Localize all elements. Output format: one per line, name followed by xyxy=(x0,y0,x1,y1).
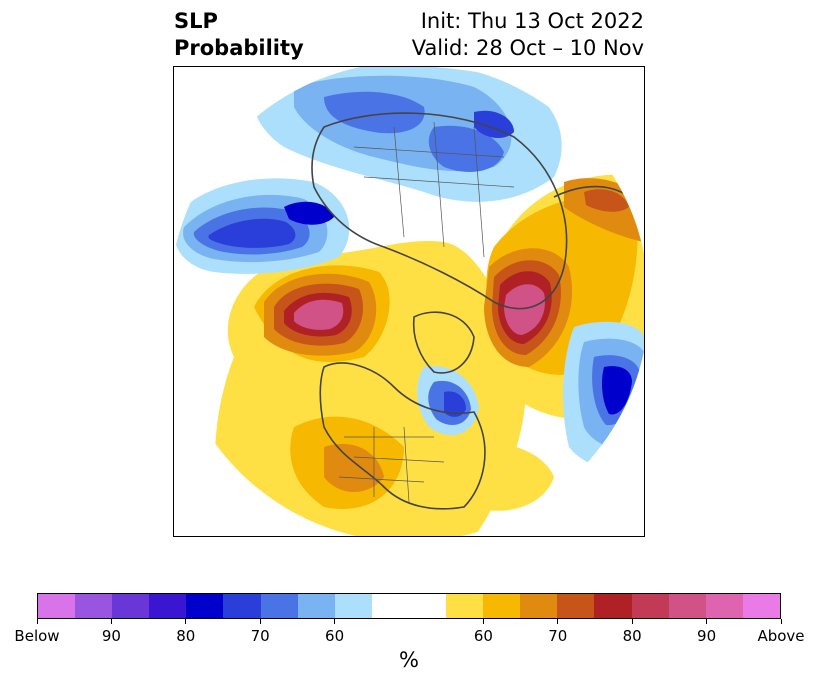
colorbar-swatch xyxy=(705,594,743,618)
colorbar-tick-label: 80 xyxy=(622,627,642,645)
colorbar-swatch xyxy=(520,594,558,618)
colorbar-tick xyxy=(110,619,112,624)
colorbar-tick xyxy=(334,619,336,624)
colorbar-tick-label: 90 xyxy=(697,627,717,645)
colorbar-swatch xyxy=(297,594,335,618)
colorbar-swatch xyxy=(260,594,298,618)
colorbar-swatch xyxy=(371,594,447,618)
colorbar-tick xyxy=(780,619,782,624)
colorbar-tick-label: 80 xyxy=(176,627,196,645)
colorbar-swatch xyxy=(668,594,706,618)
colorbar-tick-label: Below xyxy=(14,627,60,645)
colorbar-tick xyxy=(185,619,187,624)
init-date: Init: Thu 13 Oct 2022 xyxy=(420,9,644,33)
colorbar-tick xyxy=(482,619,484,624)
colorbar-tick xyxy=(36,619,38,624)
colorbar-tick-label: 60 xyxy=(325,627,345,645)
colorbar-swatch xyxy=(483,594,521,618)
title-left: SLP Probability xyxy=(174,8,304,62)
colorbar-tick xyxy=(557,619,559,624)
coast-eurasia xyxy=(311,112,568,310)
colorbar-swatch xyxy=(742,594,780,618)
valid-range: Valid: 28 Oct – 10 Nov xyxy=(411,36,644,60)
colorbar-swatch xyxy=(334,594,372,618)
colorbar-swatch xyxy=(38,594,76,618)
colorbar-tick xyxy=(631,619,633,624)
colorbar-swatch xyxy=(557,594,595,618)
colorbar-swatch xyxy=(223,594,261,618)
colorbar-tick-label: Above xyxy=(757,627,805,645)
colorbar-tick-label: 70 xyxy=(250,627,270,645)
colorbar-unit: % xyxy=(399,648,419,672)
map-panel xyxy=(173,66,645,537)
colorbar-swatch xyxy=(594,594,632,618)
colorbar-swatch xyxy=(631,594,669,618)
coast-greenland xyxy=(412,311,475,374)
title-right: Init: Thu 13 Oct 2022 Valid: 28 Oct – 10… xyxy=(412,8,644,62)
above-region-atlantic xyxy=(474,443,554,511)
colorbar xyxy=(37,593,781,619)
coast-north-america xyxy=(319,362,486,510)
colorbar-tick-label: 70 xyxy=(548,627,568,645)
colorbar-swatch xyxy=(186,594,224,618)
colorbar-tick-label: 60 xyxy=(473,627,493,645)
colorbar-swatch xyxy=(446,594,484,618)
colorbar-tick-label: 90 xyxy=(101,627,121,645)
colorbar-tick xyxy=(706,619,708,624)
colorbar-tick xyxy=(259,619,261,624)
probability-map xyxy=(174,67,644,536)
colorbar-swatch xyxy=(149,594,187,618)
colorbar-swatch xyxy=(75,594,113,618)
colorbar-swatch xyxy=(112,594,150,618)
title-type: Probability xyxy=(174,36,304,60)
title-variable: SLP xyxy=(174,9,218,33)
